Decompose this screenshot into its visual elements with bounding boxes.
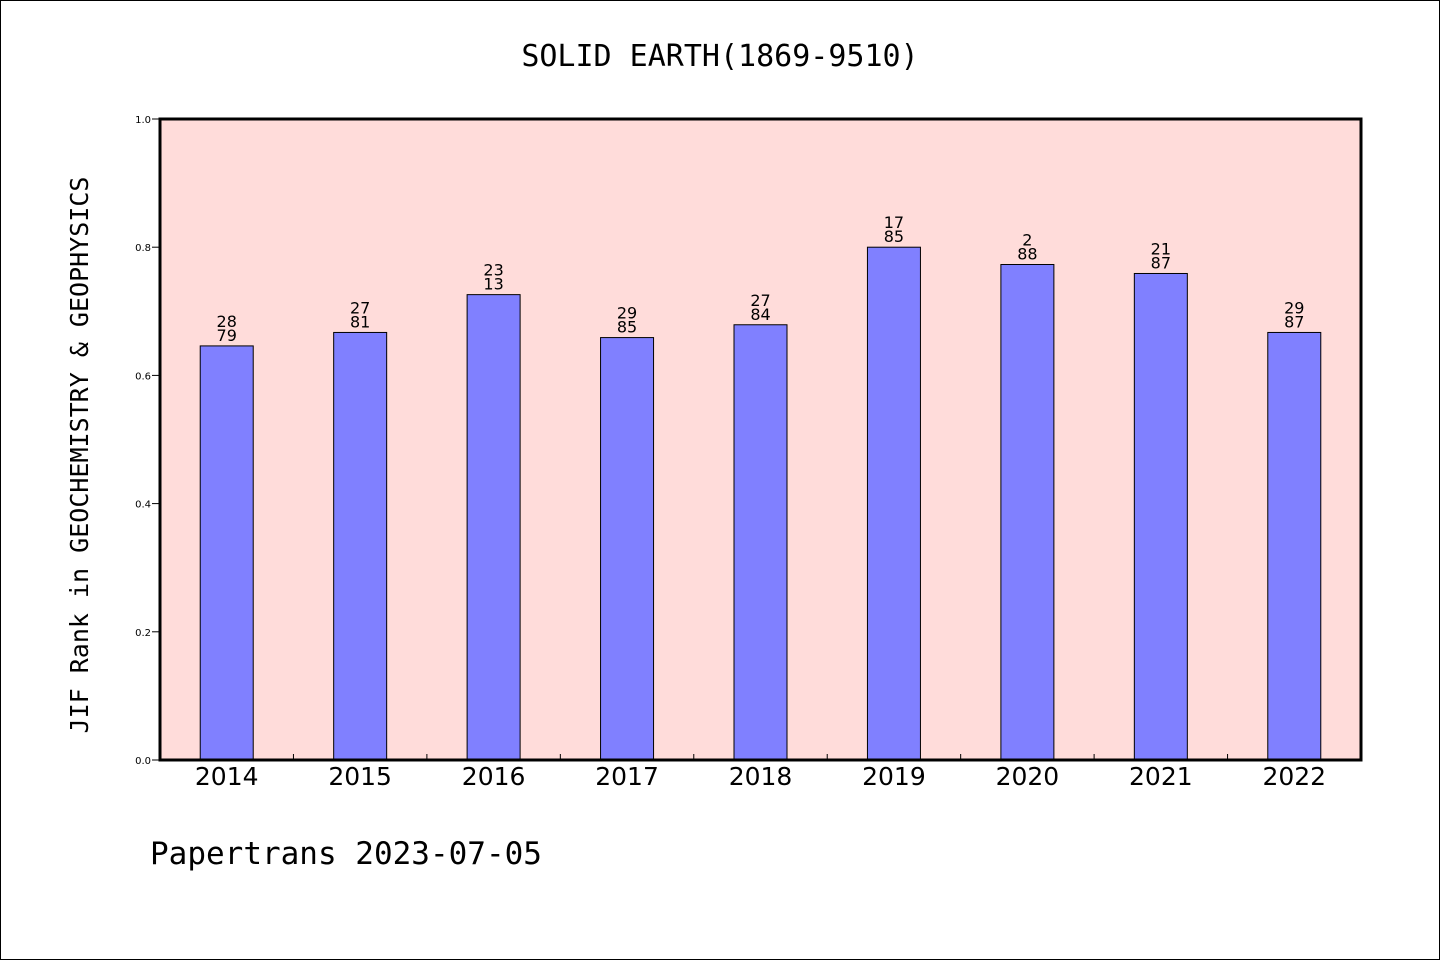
bar-label-bottom-2021: 87 bbox=[1151, 253, 1171, 272]
bar-label-bottom-2019: 85 bbox=[884, 227, 904, 246]
chart-title: SOLID EARTH(1869-9510) bbox=[521, 39, 918, 74]
bar-label-top-2019: 17 bbox=[884, 213, 904, 232]
x-tick-label-2014: 2014 bbox=[195, 762, 259, 791]
y-axis-label: JIF Rank in GEOCHEMISTRY & GEOPHYSICS bbox=[65, 177, 94, 734]
bar-2021 bbox=[1133, 272, 1188, 761]
y-tick-label-0.4: 0.4 bbox=[135, 500, 151, 511]
bar-label-bottom-2022: 87 bbox=[1284, 312, 1304, 331]
y-tick-label-0.6: 0.6 bbox=[135, 371, 151, 382]
x-tick-label-2016: 2016 bbox=[462, 762, 526, 791]
bar-2022 bbox=[1267, 331, 1322, 761]
bar-2020 bbox=[1000, 264, 1055, 761]
x-tick-label-2018: 2018 bbox=[729, 762, 793, 791]
bar-2015 bbox=[333, 331, 388, 761]
x-tick-label-2022: 2022 bbox=[1262, 762, 1326, 791]
x-tick-label-2019: 2019 bbox=[862, 762, 926, 791]
plot-border bbox=[158, 117, 1363, 762]
bar-label-top-2015: 27 bbox=[350, 298, 370, 317]
bar-2017 bbox=[600, 337, 655, 761]
footer-credit: Papertrans 2023-07-05 bbox=[150, 836, 542, 872]
y-tick-label-0.2: 0.2 bbox=[135, 628, 151, 639]
bar-label-top-2020: 2 bbox=[1022, 231, 1032, 250]
bar-2014 bbox=[199, 345, 254, 761]
y-tick-label-1.0: 1.0 bbox=[135, 115, 151, 126]
bar-label-top-2018: 27 bbox=[750, 291, 770, 310]
bar-label-bottom-2016: 13 bbox=[483, 275, 503, 294]
x-tick-label-2015: 2015 bbox=[328, 762, 392, 791]
bar-label-top-2016: 23 bbox=[483, 261, 503, 280]
x-tick-label-2021: 2021 bbox=[1129, 762, 1193, 791]
bar-label-top-2017: 29 bbox=[617, 304, 637, 323]
bar-label-bottom-2017: 85 bbox=[617, 318, 637, 337]
y-tick-label-0.0: 0.0 bbox=[135, 756, 151, 767]
bar-2018 bbox=[733, 324, 788, 761]
bar-2016 bbox=[466, 294, 521, 761]
bar-label-bottom-2018: 84 bbox=[750, 305, 770, 324]
x-tick-label-2020: 2020 bbox=[996, 762, 1060, 791]
bar-label-top-2022: 29 bbox=[1284, 298, 1304, 317]
bar-label-top-2021: 21 bbox=[1151, 239, 1171, 258]
bar-label-bottom-2020: 88 bbox=[1017, 245, 1037, 264]
y-tick-label-0.8: 0.8 bbox=[135, 243, 151, 254]
bar-label-bottom-2015: 81 bbox=[350, 312, 370, 331]
bar-label-top-2014: 28 bbox=[217, 312, 237, 331]
bar-2019 bbox=[866, 246, 921, 761]
x-tick-label-2017: 2017 bbox=[595, 762, 659, 791]
bar-label-bottom-2014: 79 bbox=[217, 326, 237, 345]
